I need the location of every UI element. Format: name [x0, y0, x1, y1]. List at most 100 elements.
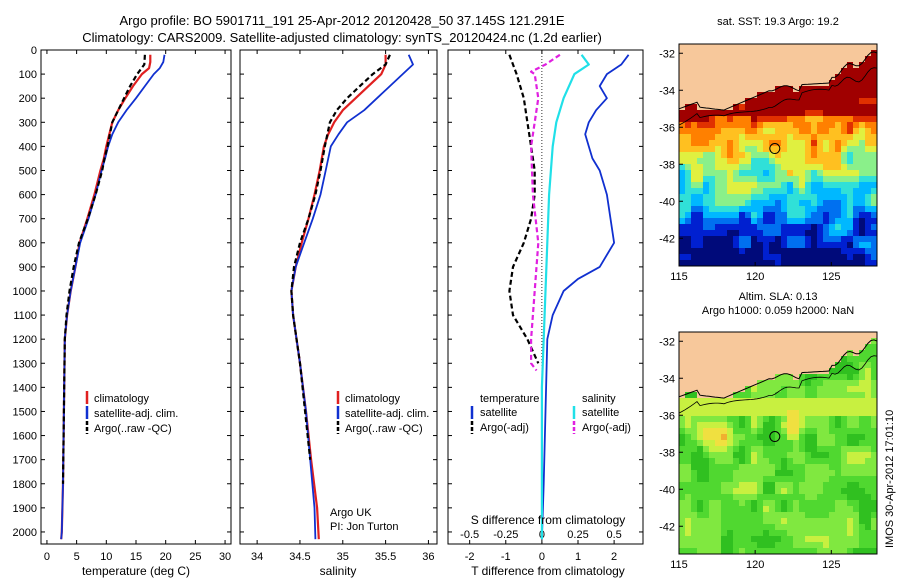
map-cell [685, 62, 692, 69]
map-cell [793, 422, 800, 429]
map-cell [835, 74, 842, 81]
map-cell [697, 506, 704, 513]
map-cell [805, 446, 812, 453]
map-cell [679, 434, 686, 441]
map-cell [853, 212, 860, 219]
map-cell [835, 68, 842, 75]
map-cell [793, 494, 800, 501]
map-cell [697, 134, 704, 141]
map-cell [787, 428, 794, 435]
map-cell [781, 242, 788, 249]
map-cell [829, 392, 836, 399]
map-cell [715, 194, 722, 201]
map-cell [751, 548, 758, 554]
map-cell [811, 194, 818, 201]
map-cell [763, 476, 770, 483]
map-cell [703, 62, 710, 69]
map-cell [685, 56, 692, 63]
map-cell [859, 218, 866, 225]
map-cell [775, 452, 782, 459]
map-cell [865, 230, 872, 237]
ytick-label: 100 [19, 69, 37, 81]
map-cell [709, 212, 716, 219]
map-cell [823, 440, 830, 447]
map-cell [745, 518, 752, 525]
map-cell [865, 188, 872, 195]
map-cell [811, 140, 818, 147]
series-line [508, 54, 540, 364]
map-cell [847, 452, 854, 459]
map-cell [823, 452, 830, 459]
map-cell [841, 374, 848, 381]
map-cell [817, 140, 824, 147]
map-cell [697, 530, 704, 537]
map-cell [721, 446, 728, 453]
map-cell [775, 104, 782, 111]
map-cell [859, 80, 866, 87]
map-cell [799, 518, 806, 525]
map-cell [727, 380, 734, 387]
map-cell [691, 410, 698, 417]
map-cell [805, 512, 812, 519]
map-cell [685, 536, 692, 543]
map-cell [733, 50, 740, 57]
map-cell [781, 92, 788, 99]
map-cell [697, 188, 704, 195]
map-cell [685, 74, 692, 81]
map-cell [859, 104, 866, 111]
map-cell [715, 482, 722, 489]
map-cell [829, 86, 836, 93]
map-cell [697, 140, 704, 147]
map-cell [751, 128, 758, 135]
map-cell [715, 146, 722, 153]
map-cell [727, 452, 734, 459]
map-cell [691, 224, 698, 231]
map-cell [829, 512, 836, 519]
map-cell [793, 182, 800, 189]
map-cell [685, 212, 692, 219]
map-cell [865, 206, 872, 213]
map-cell [739, 356, 746, 363]
map-cell [703, 488, 710, 495]
map-cell [811, 512, 818, 519]
map-cell [847, 488, 854, 495]
map-cell [841, 386, 848, 393]
map-cell [769, 488, 776, 495]
map-cell [859, 254, 866, 261]
map-cell [811, 416, 818, 423]
map-cell [727, 476, 734, 483]
map-cell [757, 410, 764, 417]
map-cell [745, 170, 752, 177]
map-cell [697, 68, 704, 75]
map-cell [859, 350, 866, 357]
xtick-label: -2 [465, 551, 475, 563]
map-cell [721, 368, 728, 375]
map-cell [841, 248, 848, 255]
map-cell [841, 104, 848, 111]
map-cell [691, 260, 698, 266]
map-cell [685, 68, 692, 75]
map-cell [703, 512, 710, 519]
map-cell [733, 524, 740, 531]
map-cell [721, 548, 728, 554]
map-cell [871, 458, 877, 465]
map-cell [721, 518, 728, 525]
map-cell [799, 368, 806, 375]
map-cell [841, 80, 848, 87]
map-cell [709, 236, 716, 243]
map-cell [721, 56, 728, 63]
map-cell [787, 536, 794, 543]
map-cell [703, 404, 710, 411]
map-cell [865, 452, 872, 459]
map-cell [847, 86, 854, 93]
map-cell [727, 356, 734, 363]
map-cell [709, 116, 716, 123]
map-cell [739, 68, 746, 75]
map-cell [853, 470, 860, 477]
map-cell [799, 338, 806, 345]
map-cell [817, 92, 824, 99]
map-cell [847, 92, 854, 99]
map-cell [733, 338, 740, 345]
map-cell [799, 230, 806, 237]
map-cell [751, 536, 758, 543]
